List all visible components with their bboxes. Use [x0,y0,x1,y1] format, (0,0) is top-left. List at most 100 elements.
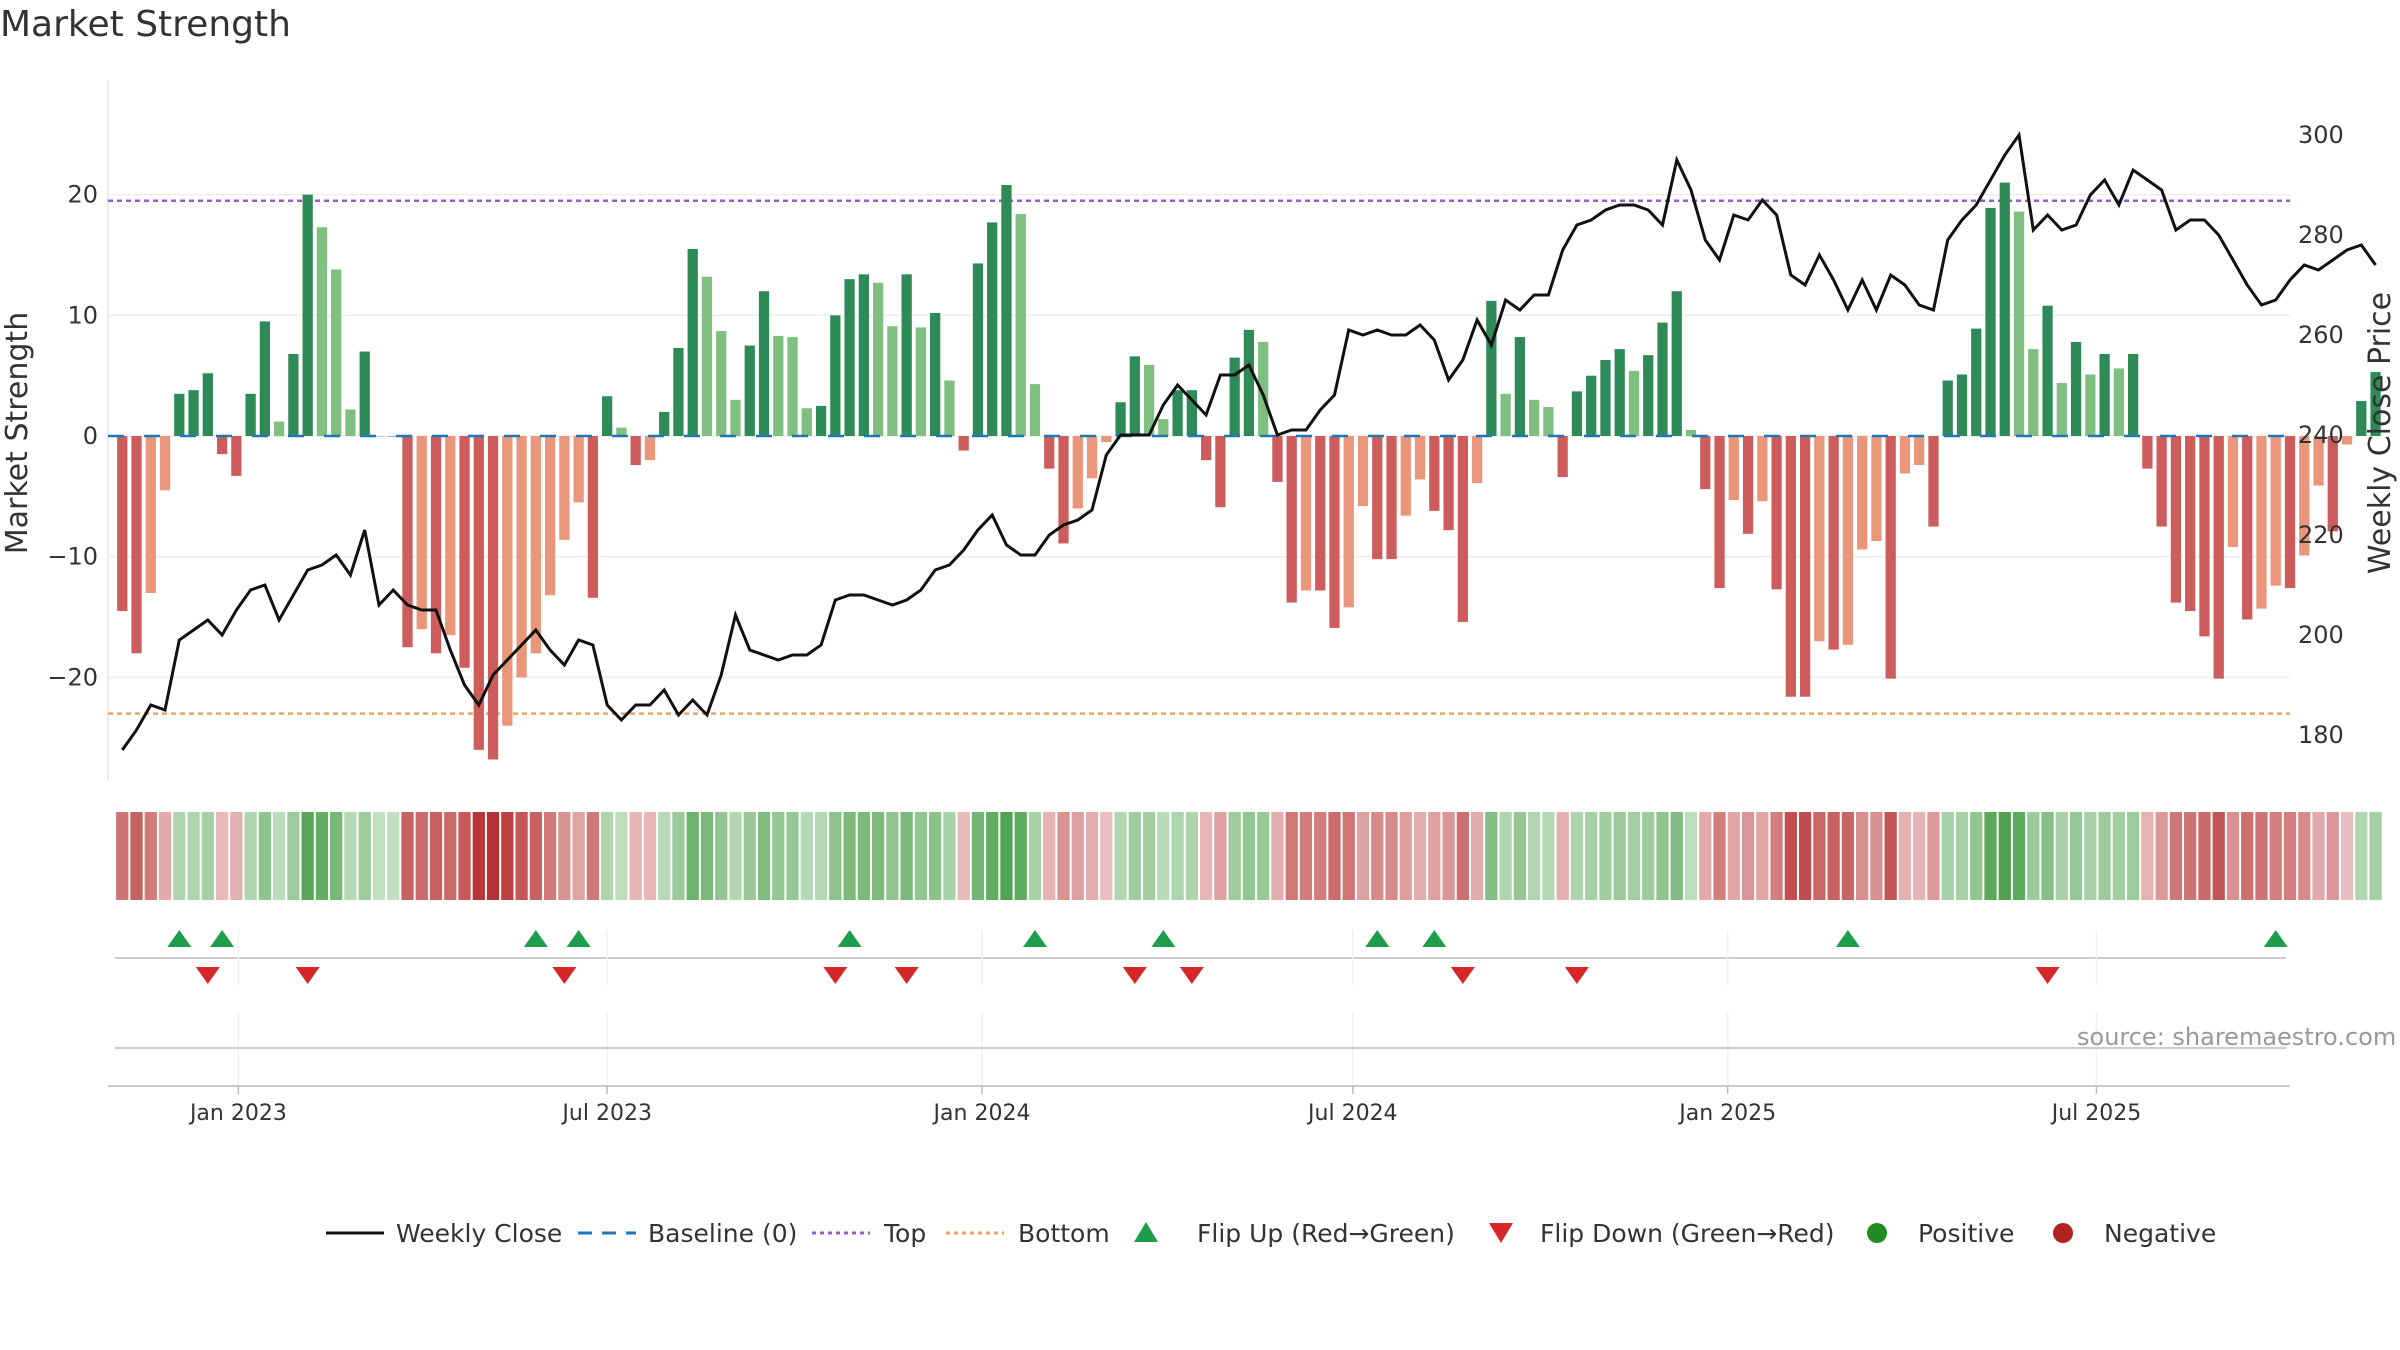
legend-label-positive: Positive [1918,1219,2014,1248]
flip-up-marker [566,930,591,947]
strength-bar [1443,436,1454,531]
heat-cell [829,812,842,900]
x-tick-label: Jul 2024 [1306,1101,1398,1126]
strength-bar [1300,436,1312,591]
strength-bar [2327,436,2338,532]
strength-bar [987,222,998,437]
strength-bar [1015,213,1026,437]
heat-cell [757,812,771,900]
flip-down-marker [1179,967,1204,984]
heat-cell [786,812,799,900]
heat-cell [1570,812,1584,900]
strength-bar [1357,436,1369,507]
heat-cell [1642,812,1655,900]
flip-up-marker [1151,930,1176,947]
heat-cell [1499,812,1512,900]
heat-cell [230,812,243,900]
strength-bar [2127,353,2139,437]
heat-cell [287,812,300,900]
heat-cell [315,812,329,900]
heat-cell [1470,812,1484,900]
heat-cell [2340,812,2354,900]
strength-bar [1243,329,1255,437]
strength-bar [2142,436,2153,469]
heat-cell [215,812,229,900]
y2-tick-label: 220 [2298,521,2344,549]
y2-tick-label: 300 [2298,121,2344,149]
strength-bar [1999,182,2010,437]
heat-cell [2141,812,2154,900]
heat-cell [586,812,600,900]
x-axis-ticks: Jan 2023 Jul 2023 Jan 2024 Jul 2024 Jan … [188,1101,2141,1126]
strength-bar [673,347,684,437]
legend: Weekly Close Baseline (0) Top Bottom Fli… [326,1219,2216,1248]
heat-cell [2326,812,2339,900]
heat-cell [344,812,357,900]
strength-bar [972,263,984,437]
heat-cell [2198,812,2211,900]
heat-cell [1684,812,1698,900]
heat-cell [871,812,885,900]
heat-cell [1955,812,1969,900]
legend-swatch-positive [1867,1223,1887,1243]
heat-cell [2283,812,2297,900]
heat-cell [1898,812,1912,900]
strength-bar [388,436,399,437]
y-tick-label: 20 [67,181,98,209]
strength-bar [1657,322,1668,437]
heat-cell [1984,812,1997,900]
heat-cell [886,812,899,900]
heat-cell [1371,812,1384,900]
heat-cell [572,812,585,900]
strength-bar [2113,368,2124,437]
heat-cell [2126,812,2140,900]
heat-cell [1157,812,1170,900]
heat-cell [1000,812,1013,900]
heat-cell [458,812,471,900]
heat-cell [857,812,870,900]
heat-cell [2241,812,2254,900]
right-axis-ticks: 180 200 220 240 260 280 300 [2298,121,2344,749]
strength-bar [1172,390,1183,437]
strength-bar [559,436,570,540]
heat-cell [2084,812,2097,900]
heat-cell [1756,812,1769,900]
strength-bar [587,436,599,598]
heat-cell [1413,812,1427,900]
strength-bar [274,421,285,437]
heat-cell [2027,812,2040,900]
heat-cell [401,812,414,900]
strength-bar [2013,211,2025,437]
heat-cell [1998,812,2011,900]
strength-bar [1101,436,1112,443]
strength-bar [1714,436,1725,589]
heat-cell [1356,812,1370,900]
strength-bar [1471,436,1483,484]
x-tick-label: Jan 2025 [1677,1101,1776,1126]
heat-cell [929,812,942,900]
heat-cell [1014,812,1027,900]
y2-tick-label: 180 [2298,721,2344,749]
strength-bar [1557,436,1568,478]
heat-cell [1399,812,1412,900]
strength-bar [430,436,442,654]
strength-bar [1799,436,1811,697]
strength-bar [1029,384,1041,437]
strength-bar [2042,305,2053,437]
heat-cell [1185,812,1198,900]
strength-bar [2242,436,2253,620]
strength-bar [159,436,171,491]
heat-cell [2226,812,2240,900]
strength-bar [1842,436,1854,645]
heat-cell [1228,812,1241,900]
strength-bar [744,345,755,437]
x-tick-label: Jul 2023 [560,1101,652,1126]
heat-cell [986,812,999,900]
heat-cell [2098,812,2111,900]
x-tick-label: Jan 2024 [932,1101,1031,1126]
strength-bar [2313,436,2324,486]
y2-tick-label: 200 [2298,621,2344,649]
flip-up-marker [837,930,862,947]
strength-bar [1600,360,1611,437]
strength-bar [202,373,213,437]
